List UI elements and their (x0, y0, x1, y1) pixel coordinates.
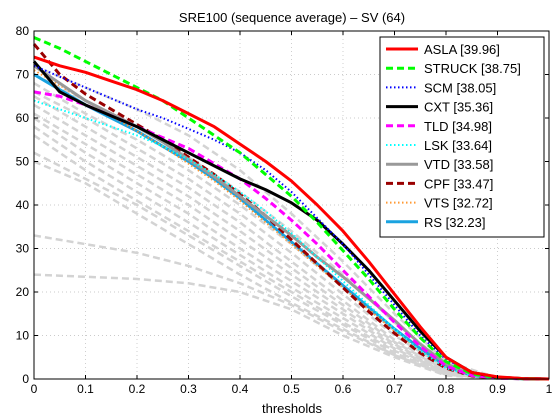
x-axis-label: thresholds (262, 401, 322, 416)
y-tick-label: 70 (16, 68, 30, 82)
x-tick-label: 0.3 (180, 382, 197, 396)
legend-label-vtd: VTD [33.58] (424, 157, 493, 172)
series-line-lsk (33, 99, 550, 380)
y-tick-label: 60 (16, 111, 30, 125)
x-tick-label: 0.1 (77, 382, 94, 396)
background-curve (33, 112, 550, 381)
y-tick-label: 50 (16, 155, 30, 169)
x-tick-label: 0.5 (283, 382, 300, 396)
x-axis-ticks: 0 0.1 0.2 0.3 0.4 0.5 0.6 0.7 0.8 0.9 1 (31, 31, 553, 396)
background-curve (33, 134, 550, 381)
legend-label-struck: STRUCK [38.75] (424, 61, 521, 76)
x-tick-label: 0 (31, 382, 38, 396)
x-tick-label: 0.9 (489, 382, 506, 396)
chart-title: SRE100 (sequence average) – SV (64) (179, 10, 405, 25)
x-tick-label: 0.8 (438, 382, 455, 396)
background-curve (33, 273, 550, 381)
legend-box (379, 36, 545, 238)
series-lines (32, 36, 550, 381)
legend-label-cxt: CXT [35.36] (424, 100, 493, 115)
x-tick-label: 0.6 (335, 382, 352, 396)
legend-label-vts: VTS [32.72] (424, 196, 493, 211)
y-tick-label: 30 (16, 242, 30, 256)
legend-label-cpf: CPF [33.47] (424, 176, 493, 191)
y-tick-label: 20 (16, 285, 30, 299)
y-tick-label: 40 (16, 198, 30, 212)
x-tick-label: 0.7 (386, 382, 403, 396)
x-tick-label: 0.2 (129, 382, 146, 396)
legend-label-asla: ASLA [39.96] (424, 42, 500, 57)
x-tick-label: 0.4 (232, 382, 249, 396)
y-tick-label: 0 (22, 372, 29, 386)
x-tick-label: 1 (546, 382, 553, 396)
series-line-asla (33, 55, 550, 381)
legend-label-scm: SCM [38.05] (424, 80, 496, 95)
legend-label-tld: TLD [34.98] (424, 119, 492, 134)
y-axis-ticks: 0 10 20 30 40 50 60 70 80 (16, 24, 549, 386)
series-line-scm (33, 64, 550, 380)
legend-label-lsk: LSK [33.64] (424, 138, 492, 153)
y-tick-label: 10 (16, 329, 30, 343)
y-tick-label: 80 (16, 24, 30, 38)
plot-area (32, 30, 550, 381)
legend: ASLA [39.96] STRUCK [38.75] SCM [38.05] CXT… (379, 36, 545, 238)
legend-label-rs: RS [32.23] (424, 215, 485, 230)
